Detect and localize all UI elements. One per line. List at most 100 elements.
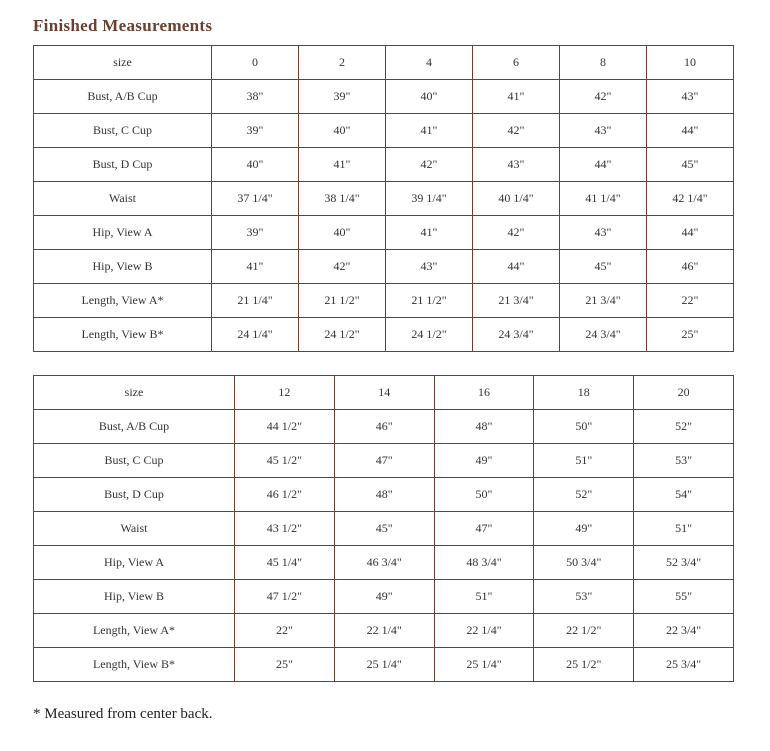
- table-cell: 24 1/2": [385, 317, 473, 352]
- table-cell: 42 1/4": [646, 181, 734, 216]
- header-row: size 12 14 16 18 20: [33, 375, 734, 410]
- table-cell: 52": [533, 477, 635, 512]
- row-label: Hip, View A: [33, 545, 235, 580]
- table-cell: 40": [211, 147, 299, 182]
- table-row: Hip, View A 45 1/4" 46 3/4" 48 3/4" 50 3/4" 5…: [33, 545, 734, 580]
- header-cell: 16: [433, 375, 535, 410]
- table-cell: 44": [559, 147, 647, 182]
- table-cell: 43": [385, 249, 473, 284]
- header-cell: 20: [633, 375, 734, 410]
- table-row: Hip, View B 41" 42" 43" 44" 45" 46": [33, 249, 734, 284]
- table-cell: 22 3/4": [633, 613, 734, 648]
- table-cell: 48": [433, 409, 535, 444]
- table-cell: 43 1/2": [234, 511, 335, 546]
- header-cell: size: [33, 375, 235, 410]
- table-row: Bust, D Cup 40" 41" 42" 43" 44" 45": [33, 147, 734, 182]
- header-row: size 0 2 4 6 8 10: [33, 45, 734, 80]
- table-cell: 25 1/2": [533, 647, 635, 682]
- row-label: Length, View A*: [33, 283, 212, 318]
- table-cell: 45": [559, 249, 647, 284]
- header-cell: size: [33, 45, 212, 80]
- row-label: Hip, View B: [33, 579, 235, 614]
- table-row: Bust, A/B Cup 38" 39" 40" 41" 42" 43": [33, 79, 734, 114]
- header-cell: 4: [385, 45, 473, 80]
- table-cell: 46": [333, 409, 435, 444]
- header-cell: 2: [298, 45, 386, 80]
- table-row: Bust, C Cup 39" 40" 41" 42" 43" 44": [33, 113, 734, 148]
- table-cell: 24 1/4": [211, 317, 299, 352]
- table-cell: 40": [298, 215, 386, 250]
- table-cell: 46": [646, 249, 734, 284]
- measurements-table-large-sizes: size 12 14 16 18 20 Bust, A/B Cup 44 1/2" 46" 48"…: [33, 375, 734, 682]
- header-cell: 18: [533, 375, 635, 410]
- table-cell: 24 3/4": [472, 317, 560, 352]
- row-label: Bust, C Cup: [33, 443, 235, 478]
- table-cell: 51": [633, 511, 734, 546]
- table-cell: 42": [559, 79, 647, 114]
- table-row: Waist 43 1/2" 45" 47" 49" 51": [33, 511, 734, 546]
- page-title: Finished Measurements: [33, 16, 213, 35]
- table-cell: 21 1/2": [385, 283, 473, 318]
- table-cell: 53": [533, 579, 635, 614]
- table-cell: 45 1/2": [234, 443, 335, 478]
- table-cell: 25 1/4": [433, 647, 535, 682]
- table-cell: 39": [211, 113, 299, 148]
- table-cell: 41 1/4": [559, 181, 647, 216]
- table-cell: 41": [385, 113, 473, 148]
- row-label: Bust, A/B Cup: [33, 79, 212, 114]
- table-row: Length, View B* 24 1/4" 24 1/2" 24 1/2" 24 3…: [33, 317, 734, 352]
- table-cell: 55": [633, 579, 734, 614]
- table-row: Bust, D Cup 46 1/2" 48" 50" 52" 54": [33, 477, 734, 512]
- table-cell: 21 1/2": [298, 283, 386, 318]
- header-cell: 6: [472, 45, 560, 80]
- table-cell: 37 1/4": [211, 181, 299, 216]
- row-label: Bust, C Cup: [33, 113, 212, 148]
- table-cell: 46 3/4": [333, 545, 435, 580]
- table-cell: 25": [234, 647, 335, 682]
- footnote: * Measured from center back.: [33, 706, 213, 722]
- table-row: Waist 37 1/4" 38 1/4" 39 1/4" 40 1/4" 41 1/4"…: [33, 181, 734, 216]
- table-cell: 38 1/4": [298, 181, 386, 216]
- table-cell: 21 3/4": [559, 283, 647, 318]
- table-cell: 22 1/2": [533, 613, 635, 648]
- row-label: Hip, View A: [33, 215, 212, 250]
- row-label: Hip, View B: [33, 249, 212, 284]
- table-cell: 44 1/2": [234, 409, 335, 444]
- table-cell: 41": [472, 79, 560, 114]
- table-cell: 48 3/4": [433, 545, 535, 580]
- header-cell: 14: [333, 375, 435, 410]
- table-cell: 21 3/4": [472, 283, 560, 318]
- table-cell: 38": [211, 79, 299, 114]
- table-cell: 41": [298, 147, 386, 182]
- table-cell: 25 3/4": [633, 647, 734, 682]
- header-cell: 10: [646, 45, 734, 80]
- table-cell: 25 1/4": [333, 647, 435, 682]
- table-cell: 43": [472, 147, 560, 182]
- header-cell: 12: [234, 375, 335, 410]
- table-cell: 43": [559, 113, 647, 148]
- row-label: Length, View B*: [33, 317, 212, 352]
- table-cell: 24 3/4": [559, 317, 647, 352]
- table-cell: 25": [646, 317, 734, 352]
- table-cell: 48": [333, 477, 435, 512]
- table-cell: 52": [633, 409, 734, 444]
- table-row: Length, View B* 25" 25 1/4" 25 1/4" 25 1/2" 2…: [33, 647, 734, 682]
- row-label: Bust, A/B Cup: [33, 409, 235, 444]
- header-cell: 0: [211, 45, 299, 80]
- table-cell: 21 1/4": [211, 283, 299, 318]
- table-cell: 40": [298, 113, 386, 148]
- table-row: Length, View A* 21 1/4" 21 1/2" 21 1/2" 21 3…: [33, 283, 734, 318]
- table-cell: 44": [472, 249, 560, 284]
- measurements-table-small-sizes: size 0 2 4 6 8 10 Bust, A/B Cup 38" 39" 40" 41" 42" 4…: [33, 45, 734, 352]
- table-row: Bust, C Cup 45 1/2" 47" 49" 51" 53": [33, 443, 734, 478]
- table-cell: 39": [298, 79, 386, 114]
- table-cell: 50": [533, 409, 635, 444]
- row-label: Waist: [33, 511, 235, 546]
- table-cell: 43": [646, 79, 734, 114]
- table-cell: 51": [533, 443, 635, 478]
- table-cell: 54": [633, 477, 734, 512]
- table-cell: 47": [333, 443, 435, 478]
- table-cell: 41": [385, 215, 473, 250]
- table-cell: 42": [385, 147, 473, 182]
- table-cell: 49": [333, 579, 435, 614]
